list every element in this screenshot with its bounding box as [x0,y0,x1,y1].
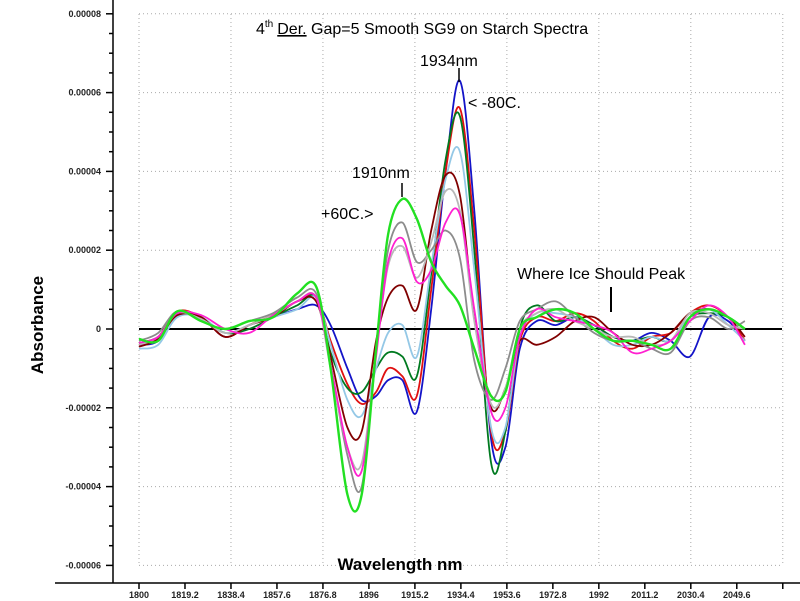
y-tick-label: 0.00004 [68,166,101,176]
annotation-minus80c: < -80C. [468,95,521,112]
y-tick-label: -0.00004 [65,482,101,492]
y-axis-title: Absorbance [28,276,47,374]
x-tick-label: 1876.8 [309,590,337,600]
annotation-plus60c: +60C.> [321,206,373,223]
x-axis-title: Wavelength nm [338,555,463,574]
annotation-1934nm: 1934nm [420,53,478,70]
series-line-9 [138,197,746,513]
y-tick-label: -0.00002 [65,403,101,413]
series-group [138,79,746,513]
y-tick-label: 0.00002 [68,245,101,255]
y-tick-label: 0.00006 [68,88,101,98]
x-tick-label: 2011.2 [631,590,658,600]
annotation-ice-peak: Where Ice Should Peak [517,266,686,283]
x-tick-label: 1857.6 [263,590,291,600]
x-ticks: 1800 1819.2 1838.4 1857.6 1876.8 1896 1915.2 19… [129,583,784,600]
x-tick-label: 1800 [129,590,149,600]
x-tick-label: 1896 [359,590,379,600]
x-tick-label: 1915.2 [401,590,429,600]
series-line-8 [138,207,746,477]
x-tick-label: 1934.4 [447,590,475,600]
annotation-1910nm: 1910nm [352,165,410,182]
grid [138,13,784,566]
x-tick-label: 1972.8 [539,590,567,600]
series-line-3 [138,111,746,475]
y-tick-label: -0.00006 [65,560,101,570]
y-tick-label: 0 [96,324,101,334]
x-tick-label: 1953.6 [493,590,521,600]
y-tick-label: 0.00008 [68,9,101,19]
x-tick-label: 2049.6 [723,590,751,600]
y-ticks: 0.00008 0.00006 0.00004 0.00002 0 -0.00002 -0.… [65,9,113,570]
x-tick-label: 1838.4 [217,590,245,600]
chart-title: 4th Der. Gap=5 Smooth SG9 on Starch Spect… [256,19,588,38]
series-line-6 [138,221,746,494]
x-tick-label: 1819.2 [171,590,199,600]
x-tick-label: 2030.4 [677,590,705,600]
x-tick-label: 1992 [589,590,609,600]
